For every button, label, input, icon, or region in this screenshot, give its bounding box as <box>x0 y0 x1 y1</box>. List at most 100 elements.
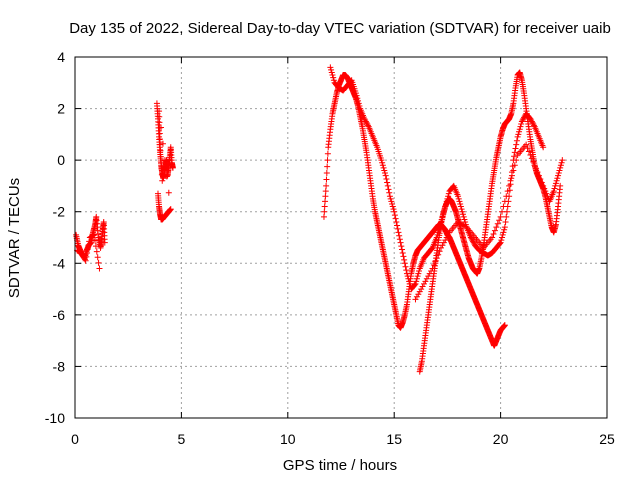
data-point <box>511 149 518 156</box>
data-point <box>414 273 421 280</box>
x-tick-label: 5 <box>178 431 186 447</box>
data-point <box>323 170 330 177</box>
data-point <box>355 97 362 104</box>
data-point <box>323 176 330 183</box>
data-point <box>461 216 468 223</box>
data-point <box>416 268 423 275</box>
data-point <box>389 200 396 207</box>
data-point <box>396 232 403 239</box>
data-points <box>73 64 566 375</box>
data-point <box>399 246 406 253</box>
data-point <box>324 157 331 164</box>
data-point <box>82 257 89 264</box>
data-point <box>83 253 90 260</box>
data-point <box>403 270 410 277</box>
data-point <box>415 291 422 298</box>
y-tick-label: 2 <box>57 101 65 117</box>
data-point <box>533 165 540 172</box>
data-point <box>503 213 510 220</box>
data-point <box>355 100 362 107</box>
data-point <box>78 249 85 256</box>
data-point <box>381 167 388 174</box>
data-point <box>157 153 164 160</box>
data-point <box>412 280 419 287</box>
data-point <box>322 198 329 205</box>
data-point <box>413 278 420 285</box>
data-point <box>436 248 443 255</box>
y-tick-label: -4 <box>53 255 66 271</box>
y-tick-label: 4 <box>57 49 65 65</box>
data-point <box>85 242 92 249</box>
data-point <box>540 144 547 151</box>
data-point <box>361 115 368 122</box>
data-point <box>435 251 442 258</box>
data-point <box>399 249 406 256</box>
data-point <box>395 229 402 236</box>
data-point <box>528 155 535 162</box>
data-point <box>84 246 91 253</box>
data-point <box>91 231 98 238</box>
y-tick-label: -10 <box>45 410 65 426</box>
data-point <box>559 157 566 164</box>
data-point <box>397 239 404 246</box>
data-point <box>530 158 537 165</box>
data-point <box>516 128 523 135</box>
data-point <box>435 226 442 233</box>
data-point <box>378 157 385 164</box>
data-point <box>557 164 564 171</box>
data-point <box>158 165 165 172</box>
chart-title: Day 135 of 2022, Sidereal Day-to-day VTE… <box>69 20 611 37</box>
data-point <box>402 263 409 270</box>
data-point <box>501 322 508 329</box>
data-point <box>362 117 369 124</box>
data-point <box>490 231 497 238</box>
data-point <box>460 211 467 218</box>
data-point <box>541 185 548 192</box>
data-point <box>400 253 407 260</box>
data-point <box>469 237 476 244</box>
data-point <box>493 224 500 231</box>
data-point <box>457 200 464 207</box>
data-point <box>93 248 100 255</box>
data-point <box>457 203 464 210</box>
data-point <box>557 162 564 169</box>
x-tick-label: 10 <box>280 431 296 447</box>
data-point <box>501 198 508 205</box>
data-point <box>388 198 395 205</box>
data-point <box>158 171 165 178</box>
x-tick-label: 25 <box>599 431 615 447</box>
data-point <box>531 162 538 169</box>
data-point <box>413 275 420 282</box>
data-point <box>381 170 388 177</box>
data-point <box>393 219 400 226</box>
data-point <box>496 240 503 247</box>
data-point <box>391 212 398 219</box>
data-point <box>320 213 327 220</box>
data-point <box>504 188 511 195</box>
data-point <box>553 177 560 184</box>
data-point <box>554 175 561 182</box>
data-point <box>498 237 505 244</box>
data-point <box>501 224 508 231</box>
data-point <box>460 213 467 220</box>
grid-layer <box>75 57 607 418</box>
data-point <box>422 278 429 285</box>
data-point <box>380 164 387 171</box>
data-point <box>322 188 329 195</box>
data-point <box>503 193 510 200</box>
data-point <box>530 122 537 129</box>
data-point <box>398 243 405 250</box>
x-axis-label: GPS time / hours <box>283 457 397 474</box>
data-point <box>396 236 403 243</box>
data-point <box>79 251 86 258</box>
data-point <box>462 223 469 230</box>
data-point <box>415 270 422 277</box>
data-point <box>406 280 413 287</box>
data-point <box>165 189 172 196</box>
data-point <box>517 123 524 130</box>
data-point <box>419 283 426 290</box>
data-point <box>499 234 506 241</box>
data-point <box>442 237 449 244</box>
data-point <box>455 193 462 200</box>
data-point <box>491 227 498 234</box>
